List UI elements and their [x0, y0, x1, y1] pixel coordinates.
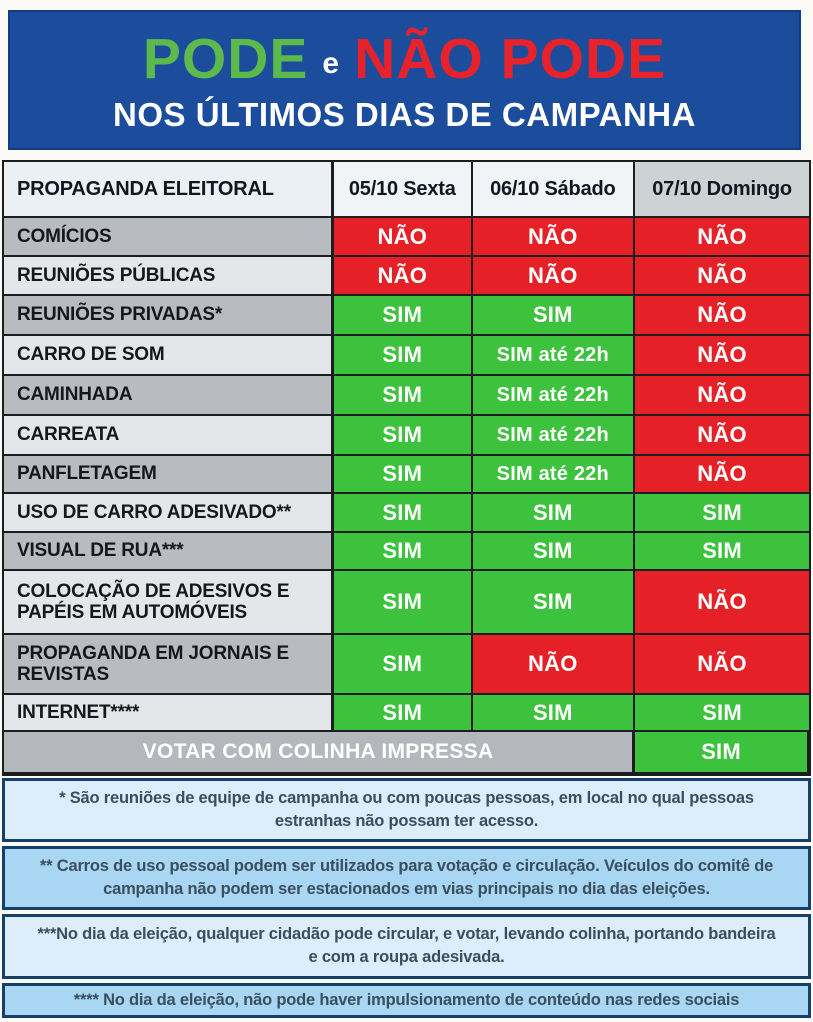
row-label-carro-de-som: CARRO DE SOM	[4, 336, 335, 376]
infographic-page: PODE e NÃO PODE NOS ÚLTIMOS DIAS DE CAMP…	[2, 10, 811, 1018]
cell-carreata-sexta: SIM	[334, 416, 473, 456]
title-banner: PODE e NÃO PODE NOS ÚLTIMOS DIAS DE CAMP…	[8, 10, 801, 150]
cell-visual-de-rua-sexta: SIM	[334, 533, 473, 571]
row-label-caminhada: CAMINHADA	[4, 376, 335, 416]
header-sexta: 05/10 Sexta	[334, 162, 473, 218]
cell-internet-sexta: SIM	[334, 695, 473, 732]
row-label-carreata: CARREATA	[4, 416, 335, 456]
cell-reunioes-publicas-domingo: NÃO	[635, 257, 809, 296]
header-domingo: 07/10 Domingo	[635, 162, 809, 218]
cell-jornais-revistas-domingo: NÃO	[635, 635, 809, 695]
row-label-jornais-revistas: PROPAGANDA EM JORNAIS E REVISTAS	[4, 635, 335, 695]
title-nao-pode: NÃO PODE	[354, 27, 667, 91]
row-label-reunioes-publicas: REUNIÕES PÚBLICAS	[4, 257, 335, 296]
title-connector: e	[322, 46, 341, 80]
cell-panfletagem-domingo: NÃO	[635, 456, 809, 494]
row-label-votar-colinha: VOTAR COM COLINHA IMPRESSA	[4, 732, 636, 774]
footnote-1: * São reuniões de equipe de campanha ou …	[2, 778, 811, 843]
title-pode: PODE	[142, 27, 309, 91]
main-title: PODE e NÃO PODE	[143, 31, 666, 88]
cell-comicios-sabado: NÃO	[472, 218, 636, 257]
row-label-panfletagem: PANFLETAGEM	[4, 456, 335, 494]
cell-carro-adesivado-domingo: SIM	[635, 494, 809, 533]
cell-colocacao-adesivos-sabado: SIM	[472, 571, 636, 635]
cell-carreata-sabado: SIM até 22h	[472, 416, 636, 456]
cell-caminhada-domingo: NÃO	[635, 376, 809, 416]
cell-carro-de-som-sabado: SIM até 22h	[472, 336, 636, 376]
cell-visual-de-rua-sabado: SIM	[472, 533, 636, 571]
row-label-colocacao-adesivos: COLOCAÇÃO DE ADESIVOS E PAPÉIS EM AUTOMÓ…	[4, 571, 335, 635]
row-label-visual-de-rua: VISUAL DE RUA***	[4, 533, 335, 571]
cell-reunioes-privadas-domingo: NÃO	[635, 296, 809, 336]
header-sabado: 06/10 Sábado	[472, 162, 636, 218]
cell-caminhada-sexta: SIM	[334, 376, 473, 416]
cell-carro-adesivado-sexta: SIM	[334, 494, 473, 533]
cell-carreata-domingo: NÃO	[635, 416, 809, 456]
cell-caminhada-sabado: SIM até 22h	[472, 376, 636, 416]
row-label-carro-adesivado: USO DE CARRO ADESIVADO**	[4, 494, 335, 533]
cell-jornais-revistas-sabado: NÃO	[472, 635, 636, 695]
cell-panfletagem-sabado: SIM até 22h	[472, 456, 636, 494]
cell-internet-domingo: SIM	[635, 695, 809, 732]
cell-reunioes-privadas-sabado: SIM	[472, 296, 636, 336]
cell-jornais-revistas-sexta: SIM	[334, 635, 473, 695]
footnote-4: **** No dia da eleição, não pode haver i…	[2, 982, 811, 1018]
row-label-internet: INTERNET****	[4, 695, 335, 732]
cell-votar-colinha-domingo: SIM	[635, 732, 809, 774]
cell-comicios-domingo: NÃO	[635, 218, 809, 257]
cell-reunioes-publicas-sexta: NÃO	[334, 257, 473, 296]
cell-reunioes-publicas-sabado: NÃO	[472, 257, 636, 296]
cell-colocacao-adesivos-domingo: NÃO	[635, 571, 809, 635]
header-propaganda-eleitoral: PROPAGANDA ELEITORAL	[4, 162, 335, 218]
cell-colocacao-adesivos-sexta: SIM	[334, 571, 473, 635]
row-label-comicios: COMÍCIOS	[4, 218, 335, 257]
footnotes-section: * São reuniões de equipe de campanha ou …	[2, 778, 811, 1022]
footnote-3: ***No dia da eleição, qualquer cidadão p…	[2, 914, 811, 979]
cell-comicios-sexta: NÃO	[334, 218, 473, 257]
footnote-2: ** Carros de uso pessoal podem ser utili…	[2, 846, 811, 911]
cell-internet-sabado: SIM	[472, 695, 636, 732]
cell-carro-de-som-domingo: NÃO	[635, 336, 809, 376]
cell-panfletagem-sexta: SIM	[334, 456, 473, 494]
cell-visual-de-rua-domingo: SIM	[635, 533, 809, 571]
cell-carro-de-som-sexta: SIM	[334, 336, 473, 376]
subtitle: NOS ÚLTIMOS DIAS DE CAMPANHA	[113, 96, 696, 133]
cell-reunioes-privadas-sexta: SIM	[334, 296, 473, 336]
rules-table: PROPAGANDA ELEITORAL 05/10 Sexta 06/10 S…	[2, 160, 811, 776]
row-label-reunioes-privadas: REUNIÕES PRIVADAS*	[4, 296, 335, 336]
cell-carro-adesivado-sabado: SIM	[472, 494, 636, 533]
